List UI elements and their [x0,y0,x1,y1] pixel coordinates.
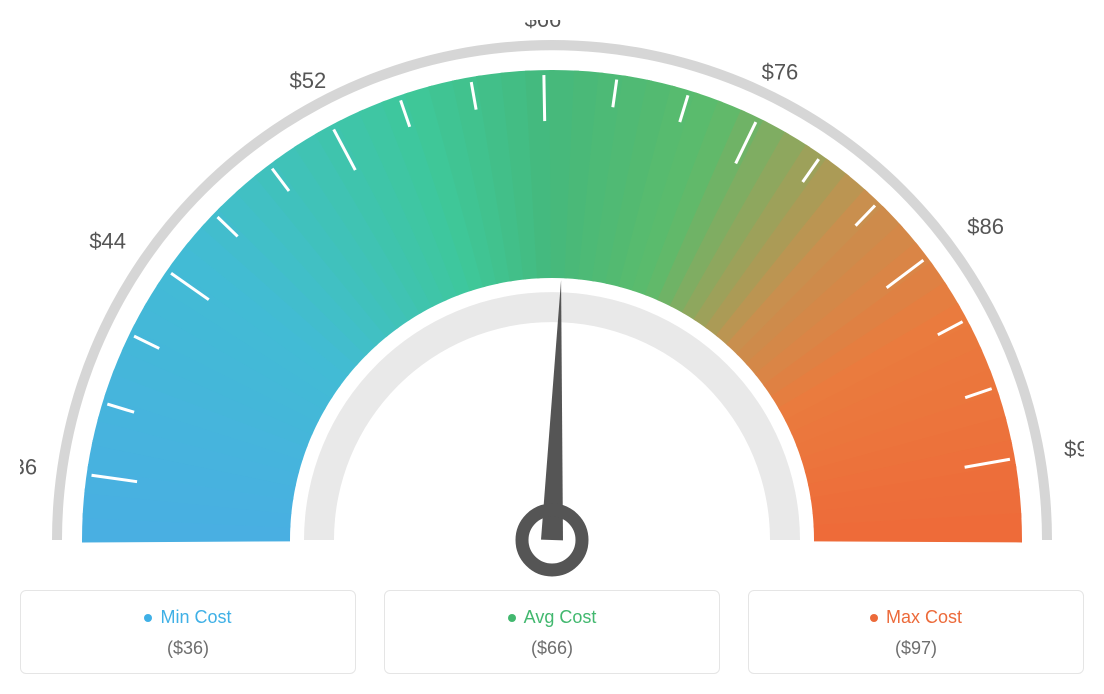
legend-min: Min Cost ($36) [20,590,356,674]
legend: Min Cost ($36) Avg Cost ($66) Max Cost (… [20,590,1084,674]
dot-icon [144,614,152,622]
dot-icon [508,614,516,622]
svg-text:$97: $97 [1064,437,1084,462]
legend-max-label: Max Cost [886,607,962,628]
legend-avg: Avg Cost ($66) [384,590,720,674]
svg-text:$76: $76 [762,60,799,85]
legend-min-value: ($36) [31,638,345,659]
svg-text:$86: $86 [967,214,1004,239]
cost-gauge: $36 $44 $52 $66 $76 $86 $97 [20,20,1084,580]
legend-avg-title: Avg Cost [508,607,597,628]
svg-text:$66: $66 [525,20,562,32]
svg-text:$52: $52 [290,68,327,93]
dot-icon [870,614,878,622]
legend-max-title: Max Cost [870,607,962,628]
svg-text:$44: $44 [89,229,126,254]
legend-min-title: Min Cost [144,607,231,628]
legend-max: Max Cost ($97) [748,590,1084,674]
legend-min-label: Min Cost [160,607,231,628]
legend-avg-value: ($66) [395,638,709,659]
legend-avg-label: Avg Cost [524,607,597,628]
legend-max-value: ($97) [759,638,1073,659]
svg-text:$36: $36 [20,455,37,480]
